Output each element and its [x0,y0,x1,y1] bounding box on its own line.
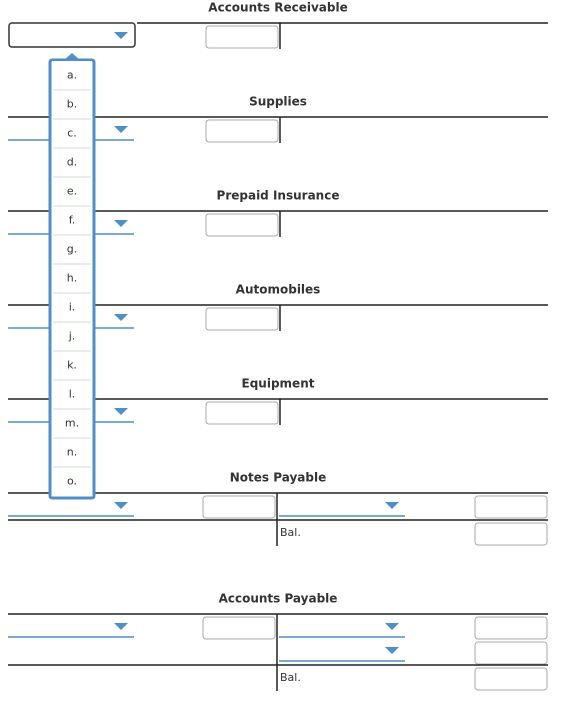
dropdown-option[interactable] [52,235,92,264]
dropdown-option-label[interactable]: f. [69,214,76,227]
dropdown-option[interactable] [52,61,92,90]
dropdown-option[interactable] [52,148,92,177]
dropdown-arrow[interactable] [114,623,128,630]
balance-label: Bal. [280,671,301,684]
dropdown-pointer [64,53,80,60]
amount-input[interactable] [205,119,279,143]
account-select-open[interactable] [8,22,136,48]
dropdown-arrow[interactable] [114,502,128,509]
dropdown-arrow[interactable] [114,408,128,415]
amount-input[interactable] [474,522,548,546]
dropdown-option-label[interactable]: j. [68,330,76,343]
dropdown-option-label[interactable]: e. [67,185,77,198]
amount-input[interactable] [474,616,548,640]
amount-input[interactable] [205,307,279,331]
account-title: Prepaid Insurance [217,189,340,203]
dropdown-option[interactable] [52,293,92,322]
dropdown-option[interactable] [52,380,92,409]
account-title: Automobiles [236,283,321,297]
dropdown-option[interactable] [52,177,92,206]
dropdown-option[interactable] [52,409,92,438]
dropdown-option-label[interactable]: b. [67,98,77,111]
dropdown-option[interactable] [52,264,92,293]
dropdown-arrow[interactable] [114,32,128,39]
amount-input[interactable] [474,495,548,519]
dropdown-arrow[interactable] [385,623,399,630]
dropdown-option-label[interactable]: m. [65,417,79,430]
dropdown-option-label[interactable]: g. [67,243,77,256]
amount-input[interactable] [205,401,279,425]
dropdown-option-label[interactable]: c. [67,127,77,140]
dropdown-option-label[interactable]: n. [67,446,77,459]
dropdown-option[interactable] [52,322,92,351]
dropdown-option[interactable] [52,438,92,467]
dropdown-option[interactable] [52,351,92,380]
account-title: Equipment [242,377,315,391]
amount-input[interactable] [202,495,276,519]
dropdown-option-label[interactable]: k. [67,359,77,372]
balance-label: Bal. [280,526,301,539]
dropdown-option[interactable] [52,467,92,496]
amount-input[interactable] [202,616,276,640]
account-title: Accounts Payable [219,592,338,606]
dropdown-arrow[interactable] [385,647,399,654]
account-title: Notes Payable [230,471,326,485]
dropdown-option-label[interactable]: i. [69,301,76,314]
account-title: Accounts Receivable [208,1,347,15]
amount-input[interactable] [474,667,548,691]
dropdown-option[interactable] [52,206,92,235]
amount-input[interactable] [205,213,279,237]
dropdown-option-label[interactable]: d. [67,156,77,169]
account-title: Supplies [249,95,307,109]
dropdown-option[interactable] [52,90,92,119]
dropdown-arrow[interactable] [385,502,399,509]
dropdown-option-label[interactable]: a. [67,69,77,82]
amount-input[interactable] [474,641,548,665]
dropdown-option[interactable] [52,119,92,148]
dropdown-option-label[interactable]: o. [67,475,77,488]
dropdown-arrow[interactable] [114,126,128,133]
dropdown-arrow[interactable] [114,220,128,227]
dropdown-option-label[interactable]: l. [69,388,76,401]
amount-input[interactable] [205,25,279,49]
dropdown-option-label[interactable]: h. [67,272,77,285]
dropdown-arrow[interactable] [114,314,128,321]
